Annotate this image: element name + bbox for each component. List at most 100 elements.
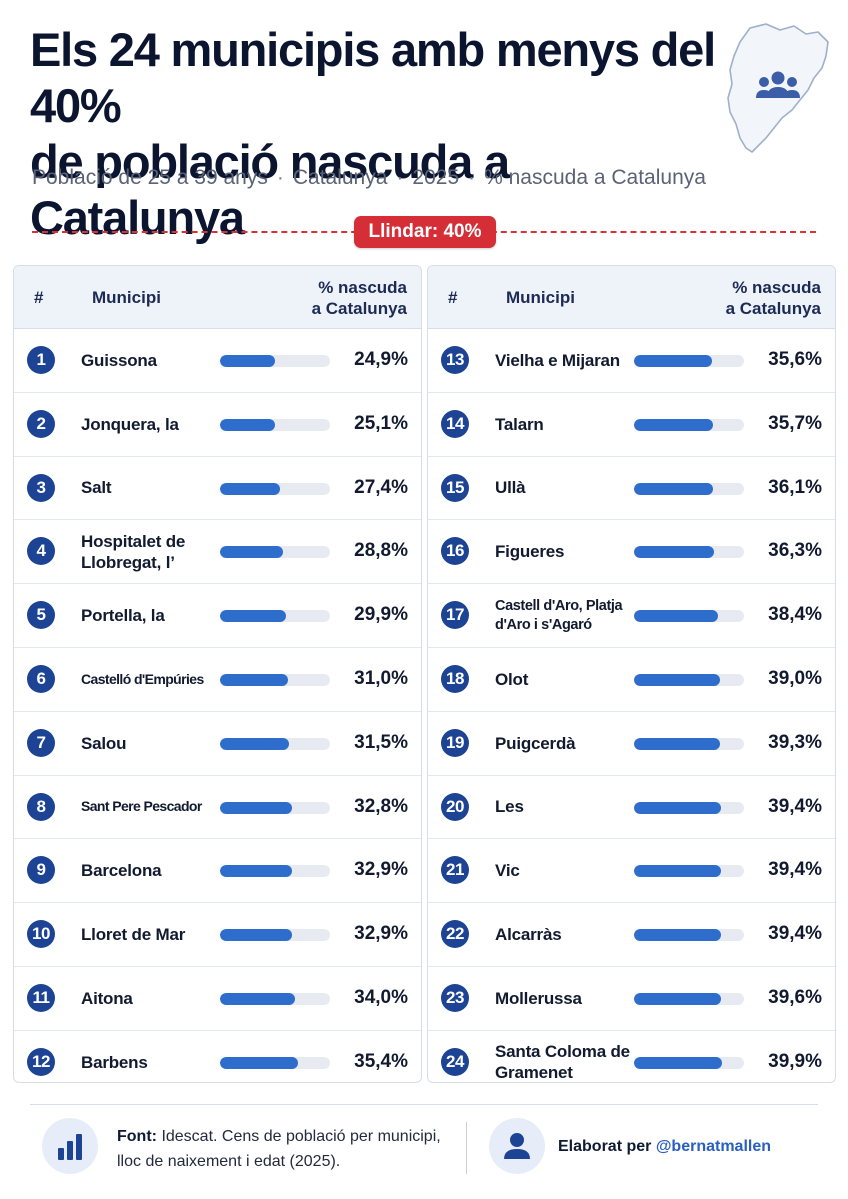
bar-fill bbox=[220, 418, 276, 431]
header-rank: # bbox=[448, 288, 458, 307]
value-label: 39,3% bbox=[768, 731, 822, 753]
bar-track bbox=[220, 737, 330, 750]
table-row: 1 Guissona 24,9% bbox=[14, 329, 421, 393]
rank-badge: 14 bbox=[441, 409, 469, 438]
bar-fill bbox=[220, 355, 275, 367]
bar-fill bbox=[634, 673, 720, 686]
author-handle[interactable]: @bernatmallen bbox=[655, 1138, 771, 1155]
author-prefix: Elaborat per bbox=[558, 1138, 652, 1155]
table-row: 18 Olot 39,0% bbox=[428, 648, 835, 712]
municipality-name: Barbens bbox=[81, 1052, 148, 1072]
table-row: 8 Sant Pere Pescador 32,8% bbox=[14, 776, 421, 840]
municipality-name: Salou bbox=[81, 733, 127, 753]
subtitle-separator: · bbox=[396, 166, 404, 189]
table-row: 12 Barbens 35,4% bbox=[14, 1031, 421, 1082]
threshold-badge: Llindar: 40% bbox=[354, 216, 496, 248]
table-rows: 1 Guissona 24,9% 2 Jonquera, la 25,1% 3 Salt 27,… bbox=[14, 329, 421, 1082]
catalonia-map-people-icon bbox=[727, 23, 829, 153]
title-line-1: Els 24 municipis amb menys del 40% bbox=[30, 23, 716, 132]
subtitle: Població de 25 a 39 anys · Catalunya · 2025 ·… bbox=[32, 166, 792, 190]
bar-track bbox=[220, 929, 330, 942]
bar-track bbox=[634, 1056, 744, 1069]
municipality-name: Hospitalet de Llobregat, l’ bbox=[81, 531, 186, 572]
value-label: 29,9% bbox=[354, 604, 408, 626]
rank-badge: 3 bbox=[27, 473, 55, 502]
bar-track bbox=[634, 801, 744, 814]
header-municipality: Municipi bbox=[92, 288, 161, 307]
source-label: Font: bbox=[117, 1128, 157, 1145]
rank-badge: 11 bbox=[27, 983, 55, 1012]
bar-track bbox=[220, 418, 330, 431]
subtitle-metric: % nascuda a Catalunya bbox=[484, 166, 706, 189]
header-percentage: % nascuda a Catalunya bbox=[312, 277, 407, 319]
bar-fill bbox=[220, 992, 295, 1005]
bar-fill bbox=[220, 546, 284, 559]
table-row: 19 Puigcerdà 39,3% bbox=[428, 712, 835, 776]
rank-badge: 10 bbox=[27, 920, 55, 949]
municipality-name: Jonquera, la bbox=[81, 414, 179, 434]
bar-track bbox=[634, 673, 744, 686]
footer-divider bbox=[30, 1104, 818, 1105]
bar-track bbox=[634, 418, 744, 431]
rank-badge: 4 bbox=[27, 537, 55, 566]
bar-fill bbox=[220, 801, 293, 814]
municipality-name: Barcelona bbox=[81, 861, 162, 881]
table-header: # Municipi % nascuda a Catalunya bbox=[14, 266, 421, 329]
value-label: 39,4% bbox=[768, 923, 822, 945]
municipality-name: Lloret de Mar bbox=[81, 925, 186, 945]
user-icon bbox=[489, 1118, 545, 1174]
rank-badge: 2 bbox=[27, 409, 55, 438]
value-label: 28,8% bbox=[354, 540, 408, 562]
bar-fill bbox=[220, 482, 281, 495]
table-row: 6 Castelló d'Empúries 31,0% bbox=[14, 648, 421, 712]
table-row: 3 Salt 27,4% bbox=[14, 457, 421, 521]
value-label: 32,8% bbox=[354, 795, 408, 817]
municipality-name: Portella, la bbox=[81, 606, 165, 626]
bar-track bbox=[634, 546, 744, 559]
rank-badge: 5 bbox=[27, 601, 55, 630]
municipality-name: Figueres bbox=[495, 542, 565, 562]
bar-fill bbox=[634, 801, 721, 814]
value-label: 38,4% bbox=[768, 604, 822, 626]
bar-fill bbox=[634, 929, 721, 942]
table-row: 23 Mollerussa 39,6% bbox=[428, 967, 835, 1031]
table-row: 10 Lloret de Mar 32,9% bbox=[14, 903, 421, 967]
municipality-name: Puigcerdà bbox=[495, 733, 576, 753]
municipality-name: Alcarràs bbox=[495, 925, 562, 945]
bar-fill bbox=[634, 737, 721, 750]
municipality-name: Vic bbox=[495, 861, 520, 881]
table-panel-left: # Municipi % nascuda a Catalunya 1 Guisso… bbox=[13, 265, 422, 1083]
table-row: 7 Salou 31,5% bbox=[14, 712, 421, 776]
bar-track bbox=[220, 865, 330, 878]
bar-track bbox=[634, 737, 744, 750]
bar-fill bbox=[634, 482, 714, 495]
bar-fill bbox=[634, 865, 721, 878]
bar-track bbox=[220, 546, 330, 559]
bar-track bbox=[634, 355, 744, 367]
table-row: 15 Ullà 36,1% bbox=[428, 457, 835, 521]
header-rank: # bbox=[34, 288, 44, 307]
header-percentage: % nascuda a Catalunya bbox=[726, 277, 821, 319]
rank-badge: 13 bbox=[441, 346, 469, 374]
bar-fill bbox=[220, 673, 289, 686]
subtitle-year: 2025 bbox=[412, 166, 460, 189]
rank-badge: 6 bbox=[27, 664, 55, 693]
table-row: 14 Talarn 35,7% bbox=[428, 393, 835, 457]
rank-badge: 23 bbox=[441, 983, 469, 1012]
table-row: 22 Alcarràs 39,4% bbox=[428, 903, 835, 967]
table-header: # Municipi % nascuda a Catalunya bbox=[428, 266, 835, 329]
bar-fill bbox=[220, 737, 290, 750]
value-label: 39,0% bbox=[768, 667, 822, 689]
table-row: 24 Santa Coloma de Gramenet 39,9% bbox=[428, 1031, 835, 1082]
bar-track bbox=[220, 355, 330, 367]
municipality-name: Castelló d'Empúries bbox=[81, 670, 204, 687]
header-percentage-line-1: % nascuda bbox=[318, 278, 407, 297]
municipality-name: Guissona bbox=[81, 350, 157, 370]
subtitle-separator: · bbox=[276, 166, 284, 189]
table-row: 17 Castell d'Aro, Platja d'Aro i s'Agaró 3… bbox=[428, 584, 835, 648]
rank-badge: 12 bbox=[27, 1047, 55, 1076]
table-row: 20 Les 39,4% bbox=[428, 776, 835, 840]
rank-badge: 9 bbox=[27, 856, 55, 885]
bar-fill bbox=[634, 355, 713, 367]
value-label: 35,6% bbox=[768, 349, 822, 370]
